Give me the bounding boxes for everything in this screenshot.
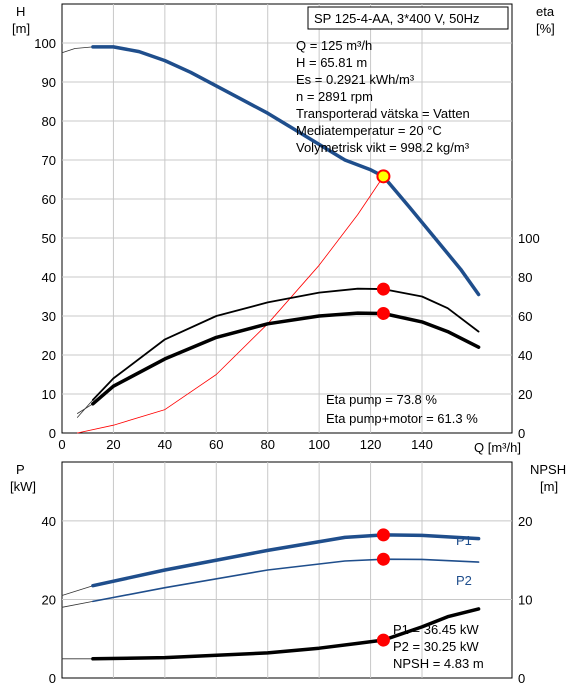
y-tick-label-left: 0 — [49, 426, 56, 441]
info-liquid: Transporterad vätska = Vatten — [296, 106, 470, 121]
top-ylabel-left-1: H — [16, 4, 25, 19]
y-tick-label-right: 80 — [518, 270, 532, 285]
info-h: H = 65.81 m — [296, 55, 367, 70]
series-line-1 — [91, 45, 481, 297]
top-ticks: 0 20 40 60 80 100 120 140 0 10 20 30 40 50 60 70 80 90 100… — [34, 36, 539, 452]
series-line-3 — [92, 558, 480, 603]
y-tick-label-right: 0 — [518, 671, 525, 686]
y-tick-label-left: 20 — [42, 348, 56, 363]
y-tick-label-left: 50 — [42, 231, 56, 246]
info-n: n = 2891 rpm — [296, 89, 373, 104]
npsh-annotation: NPSH = 4.83 m — [393, 656, 484, 671]
top-xlabel: Q [m³/h] — [474, 440, 521, 455]
bottom-ylabel-left-2: [kW] — [10, 479, 36, 494]
info-box-frame — [307, 6, 509, 30]
series-line-2 — [77, 175, 384, 434]
y-tick-label-left: 20 — [42, 592, 56, 607]
y-tick-label-left: 100 — [34, 36, 56, 51]
operating-point-marker — [376, 169, 391, 184]
data-point-marker-2 — [376, 306, 390, 320]
series-line-2 — [61, 601, 94, 608]
bottom-markers — [376, 528, 390, 647]
top-series — [61, 45, 481, 434]
bottom-ylabel-right-1: NPSH — [530, 462, 566, 477]
bottom-ticks: 0 20 40 0 10 20 — [42, 514, 533, 686]
series-line-1 — [91, 533, 481, 588]
x-tick-label: 120 — [360, 437, 382, 452]
top-grid — [62, 4, 512, 433]
eta-pump-motor-label: Eta pump+motor = 61.3 % — [326, 411, 478, 426]
top-ylabel-left-2: [m] — [12, 21, 30, 36]
p1-series-label: P1 — [456, 533, 472, 548]
data-point-marker-1 — [376, 552, 390, 566]
p2-series-label: P2 — [456, 573, 472, 588]
x-tick-label: 0 — [58, 437, 65, 452]
y-tick-label-left: 30 — [42, 309, 56, 324]
y-tick-label-left: 80 — [42, 114, 56, 129]
y-tick-label-left: 90 — [42, 75, 56, 90]
top-plot-frame — [61, 3, 513, 434]
top-ylabel-right-1: eta — [536, 4, 555, 19]
x-tick-label: 140 — [411, 437, 433, 452]
y-tick-label-left: 40 — [42, 514, 56, 529]
x-tick-label: 100 — [308, 437, 330, 452]
series-line-0 — [61, 46, 94, 54]
y-tick-label-left: 10 — [42, 387, 56, 402]
bottom-series — [61, 533, 481, 661]
x-tick-label: 40 — [158, 437, 172, 452]
y-tick-label-left: 0 — [49, 671, 56, 686]
series-line-6 — [91, 311, 481, 406]
data-point-marker-2 — [376, 633, 390, 647]
top-ylabel-right-2: [%] — [536, 21, 555, 36]
y-tick-label-right: 0 — [518, 426, 525, 441]
info-density: Volymetrisk vikt = 998.2 kg/m³ — [296, 140, 470, 155]
series-line-5 — [77, 403, 94, 414]
info-box-title: SP 125-4-AA, 3*400 V, 50Hz — [314, 11, 480, 26]
y-tick-label-left: 60 — [42, 192, 56, 207]
info-temp: Mediatemperatur = 20 °C — [296, 123, 442, 138]
p1-annotation: P1 = 36.45 kW — [393, 622, 479, 637]
x-tick-label: 60 — [209, 437, 223, 452]
y-tick-label-left: 40 — [42, 270, 56, 285]
data-point-marker-0 — [376, 528, 390, 542]
series-line-4 — [92, 287, 480, 401]
y-tick-label-right: 60 — [518, 309, 532, 324]
series-line-5 — [91, 607, 481, 661]
y-tick-label-right: 10 — [518, 592, 532, 607]
y-tick-label-left: 70 — [42, 153, 56, 168]
p2-annotation: P2 = 30.25 kW — [393, 639, 479, 654]
eta-pump-label: Eta pump = 73.8 % — [326, 392, 437, 407]
series-line-0 — [61, 585, 94, 596]
top-markers — [376, 169, 391, 320]
bottom-plot-frame — [61, 461, 513, 679]
bottom-ylabel-right-2: [m] — [540, 479, 558, 494]
y-tick-label-right: 100 — [518, 231, 540, 246]
x-tick-label: 20 — [106, 437, 120, 452]
y-tick-label-right: 20 — [518, 387, 532, 402]
bottom-ylabel-left-1: P — [16, 462, 25, 477]
y-tick-label-right: 20 — [518, 514, 532, 529]
data-point-marker-1 — [376, 282, 390, 296]
x-tick-label: 80 — [260, 437, 274, 452]
info-es: Es = 0.2921 kWh/m³ — [296, 72, 415, 87]
info-q: Q = 125 m³/h — [296, 38, 372, 53]
y-tick-label-right: 40 — [518, 348, 532, 363]
